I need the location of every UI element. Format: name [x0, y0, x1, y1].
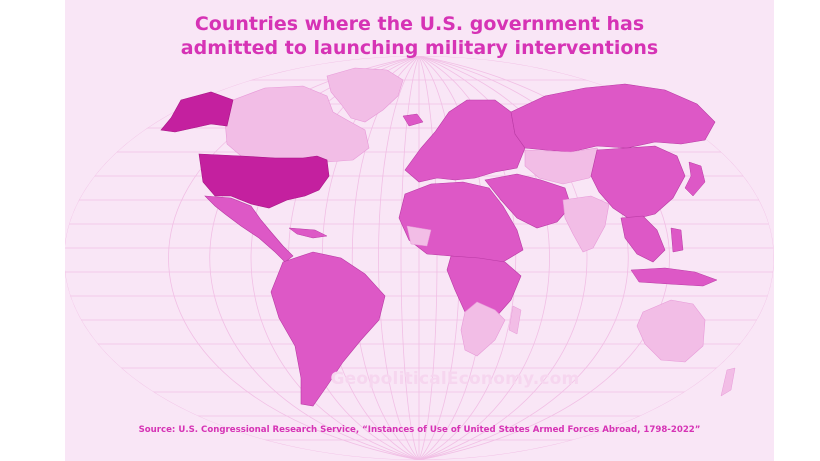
watermark: GeopoliticalEconomy.com — [330, 369, 580, 389]
greenland — [326, 67, 404, 123]
africa-sahel — [406, 225, 432, 247]
africa-south — [460, 301, 506, 357]
china — [590, 145, 686, 221]
australia — [636, 299, 706, 363]
southeast-asia — [620, 215, 666, 263]
new-zealand — [720, 367, 736, 397]
madagascar — [508, 305, 522, 335]
iceland — [402, 113, 424, 127]
philippines — [670, 227, 684, 253]
japan — [684, 161, 706, 197]
map-title: Countries where the U.S. government has … — [65, 12, 774, 60]
source-note: Source: U.S. Congressional Research Serv… — [138, 425, 701, 435]
middle-east — [484, 173, 572, 229]
map-poster: Countries where the U.S. government has … — [65, 0, 774, 461]
world-map — [65, 56, 774, 460]
united-states — [198, 153, 330, 209]
mexico-central-america — [204, 195, 294, 263]
title-line-1: Countries where the U.S. government has — [194, 13, 645, 35]
south-america — [270, 251, 386, 407]
europe — [404, 99, 526, 183]
canada — [224, 85, 370, 163]
caribbean — [288, 227, 328, 239]
title-line-2: admitted to launching military intervent… — [180, 37, 659, 59]
indonesia — [630, 267, 718, 287]
central-asia — [524, 147, 606, 185]
india — [562, 195, 610, 253]
alaska — [160, 91, 234, 133]
russia — [510, 83, 716, 153]
